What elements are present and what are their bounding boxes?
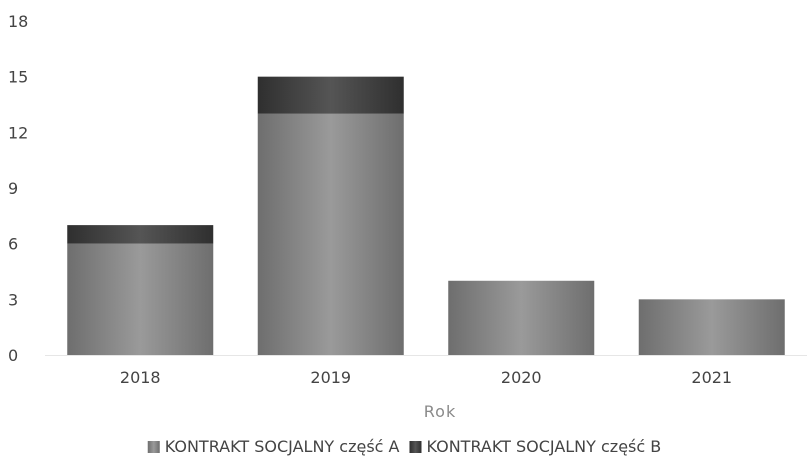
bar-2019-series-2	[257, 76, 404, 114]
y-tick-label: 15	[8, 68, 28, 87]
bar-2019-series-1	[257, 113, 404, 356]
bars	[67, 76, 785, 356]
legend-swatch	[147, 441, 160, 453]
legend-label: KONTRAKT SOCJALNY część A	[165, 437, 400, 456]
y-tick-label: 18	[8, 12, 28, 31]
legend-item[interactable]: KONTRAKT SOCJALNY część A	[147, 437, 400, 456]
x-axis: 2018 2019 2020 2021	[120, 368, 732, 387]
bar-2018-series-2	[67, 225, 214, 244]
y-axis: 0 3 6 9 12 15 18	[8, 12, 28, 365]
legend: KONTRAKT SOCJALNY część A KONTRAKT SOCJAL…	[147, 437, 661, 456]
legend-label: KONTRAKT SOCJALNY część B	[426, 437, 661, 456]
y-tick-label: 12	[8, 123, 28, 142]
bar-2021-series-1	[638, 299, 785, 355]
x-tick-label: 2018	[120, 368, 161, 387]
legend-item[interactable]: KONTRAKT SOCJALNY część B	[409, 437, 661, 456]
x-axis-title: Rok	[424, 402, 456, 421]
x-tick-label: 2020	[501, 368, 542, 387]
legend-swatch	[409, 441, 422, 453]
y-tick-label: 3	[8, 290, 18, 309]
bar-2018-series-1	[67, 243, 214, 355]
y-tick-label: 6	[8, 235, 18, 254]
x-tick-label: 2021	[691, 368, 732, 387]
y-tick-label: 0	[8, 346, 18, 365]
x-tick-label: 2019	[310, 368, 351, 387]
bar-2020-series-1	[448, 280, 595, 355]
y-tick-label: 9	[8, 179, 18, 198]
